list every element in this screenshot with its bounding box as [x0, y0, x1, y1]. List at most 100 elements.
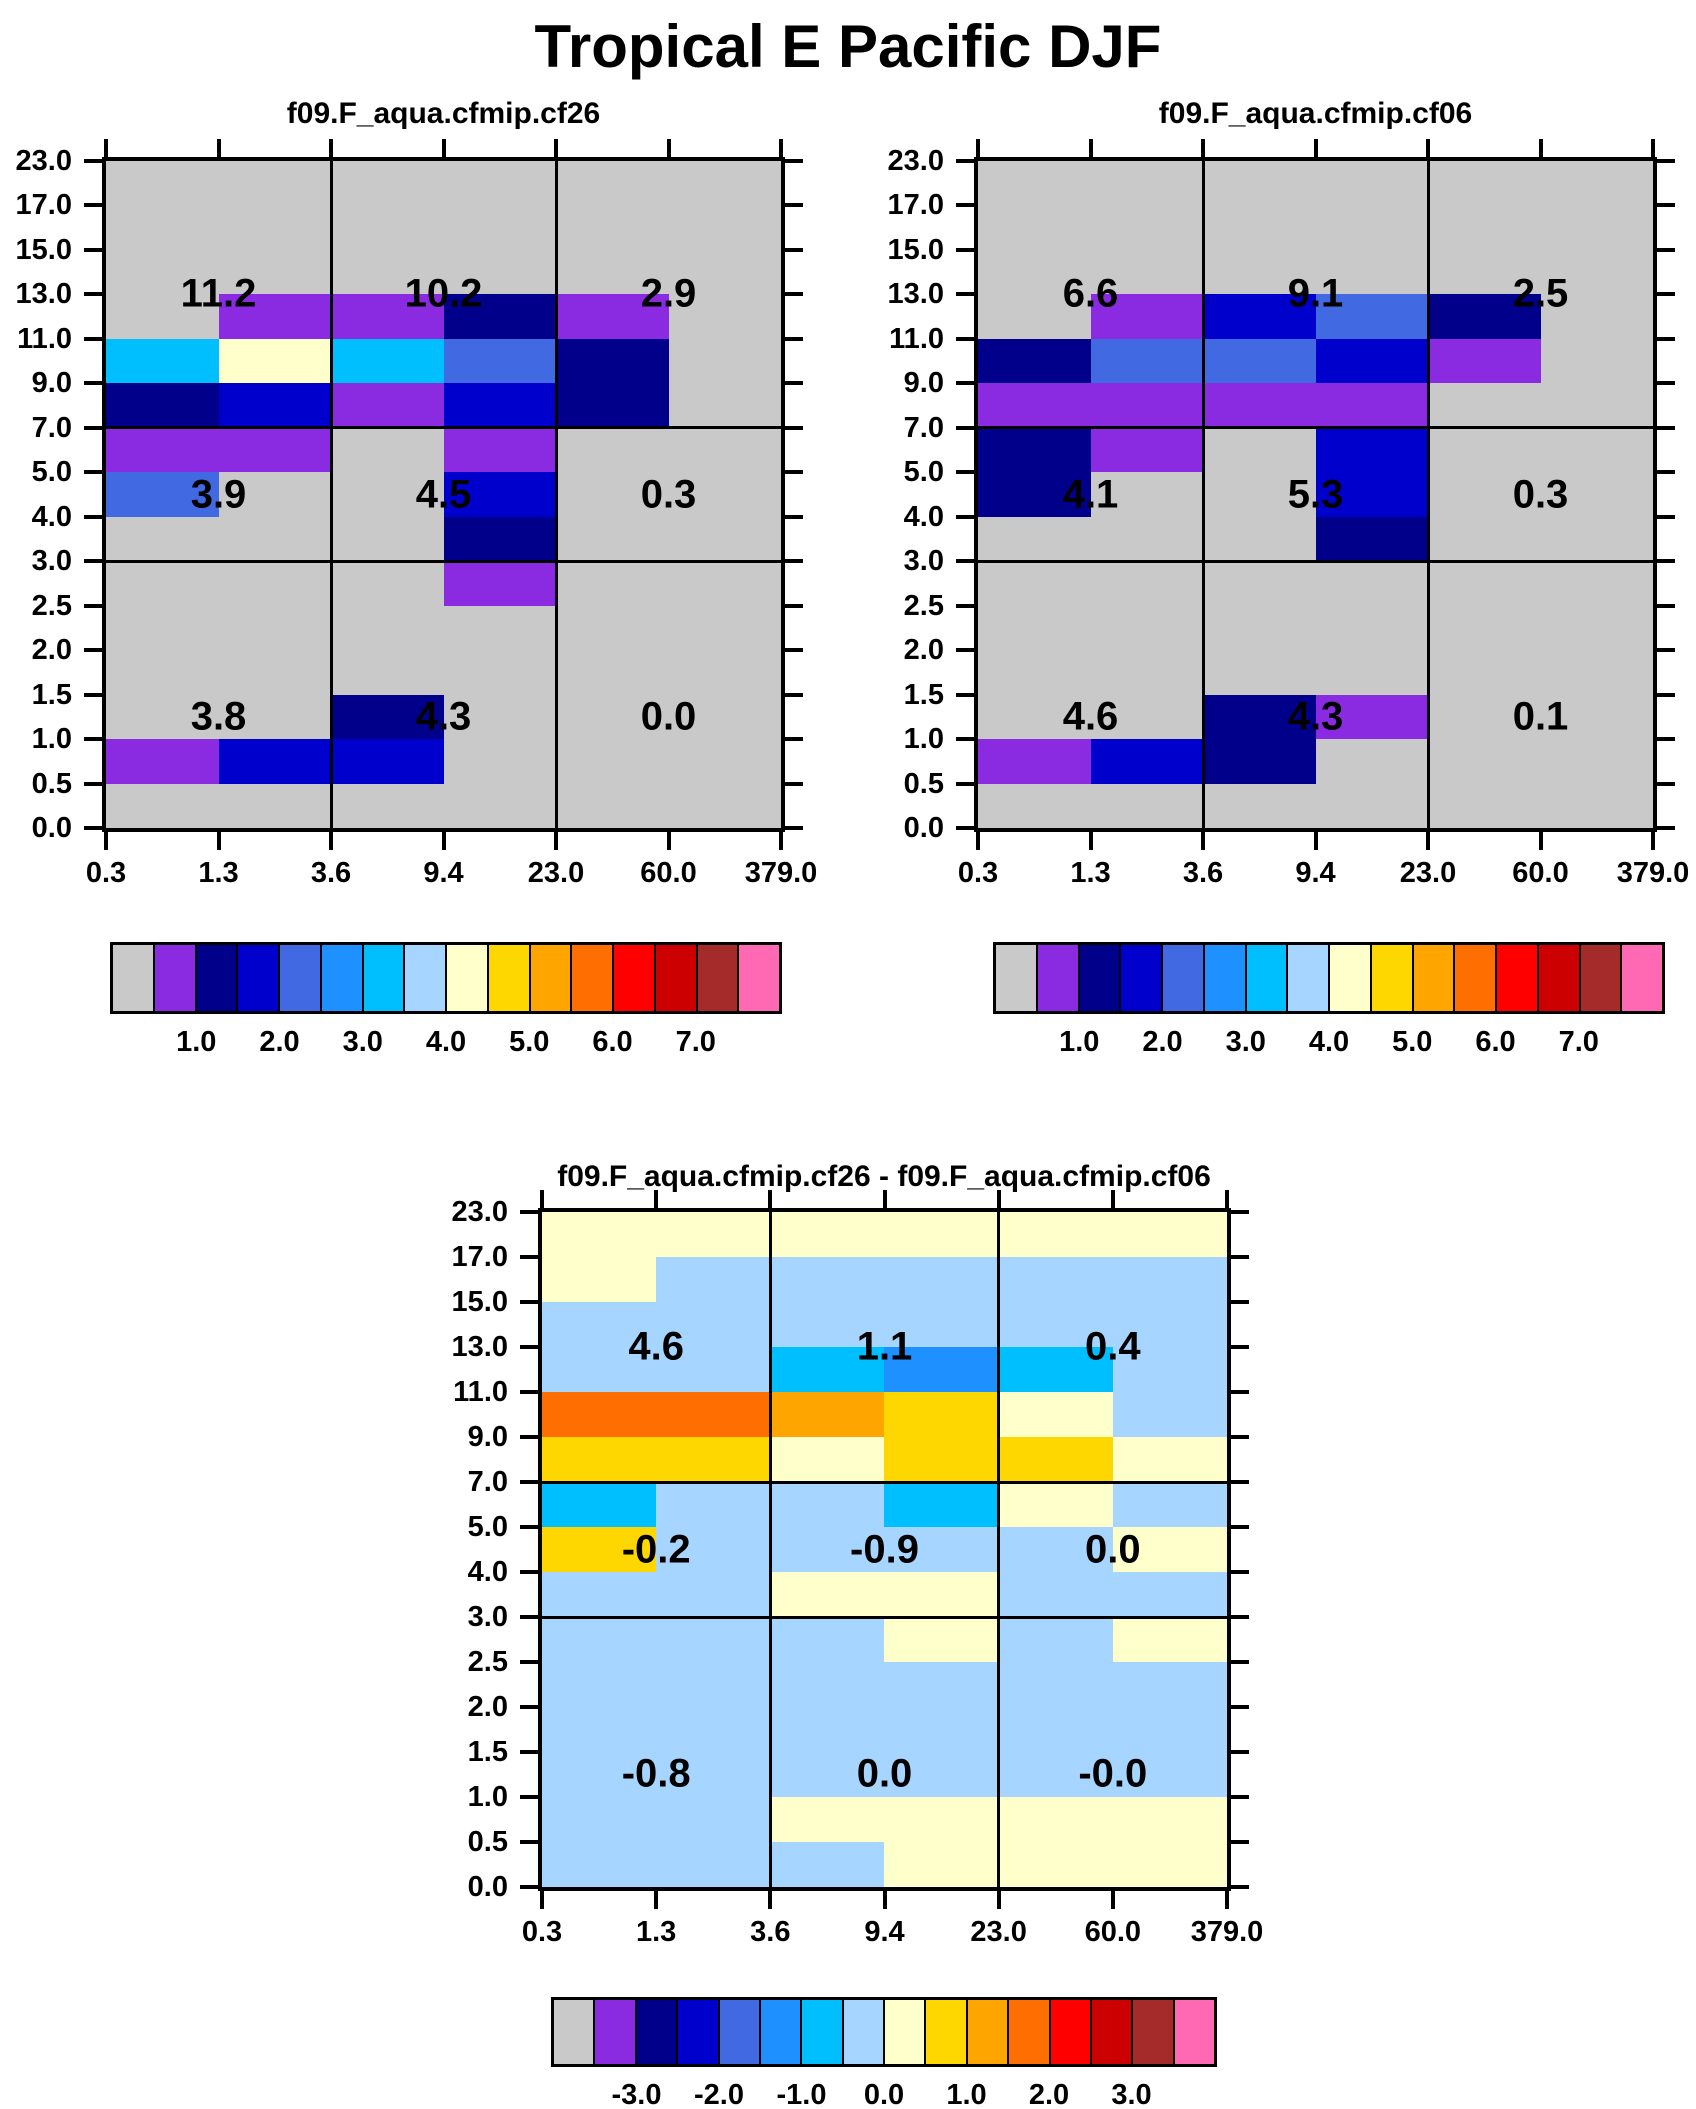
- colorbar-box: [1089, 2000, 1132, 2064]
- heatmap-cell: [998, 1707, 1113, 1752]
- heatmap-cell: [978, 161, 1091, 206]
- heatmap-cell: [978, 739, 1091, 784]
- heatmap-cell: [331, 338, 444, 384]
- x-tick-label: 9.4: [423, 857, 464, 889]
- heatmap-cell: [1112, 1662, 1227, 1707]
- heatmap-cell: [770, 1797, 885, 1842]
- y-axis-tick-left: [520, 1345, 542, 1349]
- heatmap-panel-cf06: [974, 157, 1657, 832]
- x-axis-tick-bottom: [1110, 1887, 1115, 1909]
- heatmap-cell: [556, 605, 669, 651]
- colorbar-box: [1048, 2000, 1090, 2064]
- y-tick-label: 7.0: [903, 411, 944, 444]
- heatmap-cell: [770, 1302, 885, 1347]
- colorbar-tick-label: -2.0: [694, 2079, 744, 2109]
- y-tick-label: 15.0: [887, 233, 944, 266]
- heatmap-cell: [542, 1302, 657, 1347]
- y-axis-tick-left: [84, 514, 106, 519]
- heatmap-cell: [218, 605, 331, 651]
- heatmap-cell: [668, 561, 781, 606]
- heatmap-cell: [106, 249, 219, 295]
- y-axis-tick-right: [1227, 1885, 1249, 1889]
- heatmap-cell: [1428, 783, 1541, 828]
- heatmap-cell: [1203, 783, 1316, 828]
- heatmap-cell: [656, 1707, 771, 1752]
- colorbar-tick-label: 2.0: [1142, 1026, 1183, 1058]
- x-axis-tick-bottom: [540, 1887, 544, 1909]
- heatmap-cell: [443, 650, 556, 695]
- x-tick-label: 0.3: [521, 1916, 563, 1948]
- heatmap-cell: [668, 205, 781, 250]
- heatmap-cell: [668, 516, 781, 562]
- y-axis-tick-left: [84, 203, 106, 208]
- heatmap-cell: [542, 1212, 657, 1257]
- colorbar-tick-label: 5.0: [509, 1026, 550, 1058]
- y-axis-tick-right: [1227, 1615, 1249, 1619]
- heatmap-cell: [656, 1482, 771, 1527]
- panel-title-difference: f09.F_aqua.cfmip.cf26 - f09.F_aqua.cfmip…: [557, 1160, 1211, 1193]
- y-tick-label: 11.0: [889, 322, 944, 355]
- y-axis-tick-right: [781, 470, 803, 475]
- x-tick-label: 1.3: [1070, 857, 1111, 889]
- heatmap-cell: [443, 338, 556, 384]
- y-axis-tick-right: [1653, 336, 1675, 341]
- heatmap-cell: [884, 1752, 999, 1797]
- section-value-label: 0.0: [1085, 1527, 1141, 1571]
- heatmap-cell: [978, 294, 1091, 339]
- y-axis-tick-left: [956, 381, 978, 386]
- y-axis-tick-right: [1653, 559, 1675, 564]
- heatmap-cell: [542, 1392, 657, 1437]
- heatmap-cell: [1315, 694, 1428, 740]
- heatmap-cell: [1203, 427, 1316, 473]
- heatmap-cell: [556, 694, 669, 740]
- heatmap-cell: [542, 1572, 657, 1617]
- x-axis-tick-top: [1426, 139, 1430, 161]
- y-axis-tick-right: [1653, 247, 1675, 252]
- heatmap-cell: [668, 427, 781, 473]
- x-axis-tick-bottom: [1225, 1887, 1229, 1909]
- y-axis-tick-right: [1227, 1210, 1249, 1214]
- heatmap-cell: [656, 1437, 771, 1482]
- colorbar-box: [695, 945, 738, 1011]
- section-value-label: 0.0: [640, 694, 697, 739]
- x-tick-label: 379.0: [744, 857, 818, 889]
- heatmap-cell: [443, 472, 556, 517]
- y-axis-tick-left: [956, 159, 978, 163]
- heatmap-cell-grid: [106, 161, 781, 828]
- heatmap-cell: [331, 249, 444, 295]
- heatmap-cell: [1315, 338, 1428, 384]
- y-tick-label: 17.0: [451, 1241, 508, 1273]
- heatmap-cell: [978, 205, 1091, 250]
- y-axis-tick-left: [956, 425, 978, 430]
- heatmap-cell: [331, 516, 444, 562]
- y-axis-tick-left: [520, 1525, 542, 1529]
- heatmap-cell: [443, 739, 556, 784]
- x-axis-tick-top: [216, 139, 221, 161]
- section-divider-vertical: [1426, 161, 1430, 828]
- heatmap-cell: [1540, 205, 1653, 250]
- heatmap-cell: [443, 383, 556, 428]
- x-axis-tick-bottom: [104, 828, 108, 850]
- heatmap-cell: [1428, 294, 1541, 339]
- heatmap-cell: [1428, 338, 1541, 384]
- heatmap-cell: [106, 783, 219, 828]
- heatmap-cell: [542, 1752, 657, 1797]
- colorbar-tick-label: 7.0: [1558, 1026, 1599, 1058]
- heatmap-cell: [656, 1752, 771, 1797]
- heatmap-cell: [770, 1572, 885, 1617]
- heatmap-cell: [1540, 294, 1653, 339]
- y-axis-tick-left: [956, 247, 978, 252]
- heatmap-cell: [1112, 1482, 1227, 1527]
- x-tick-label: 379.0: [1190, 1916, 1264, 1948]
- colorbar-tick-label: 4.0: [1308, 1026, 1350, 1058]
- x-axis-tick-bottom: [779, 828, 783, 850]
- y-axis-tick-left: [956, 336, 978, 341]
- heatmap-cell: [331, 650, 444, 695]
- heatmap-panel-cf26: [102, 157, 785, 832]
- colorbar-box: [800, 2000, 842, 2064]
- y-axis-tick-left: [84, 826, 106, 830]
- heatmap-cell: [1315, 739, 1428, 784]
- heatmap-cell: [770, 1257, 885, 1302]
- colorbar-box: [1286, 945, 1328, 1011]
- x-axis-tick-bottom: [441, 828, 446, 850]
